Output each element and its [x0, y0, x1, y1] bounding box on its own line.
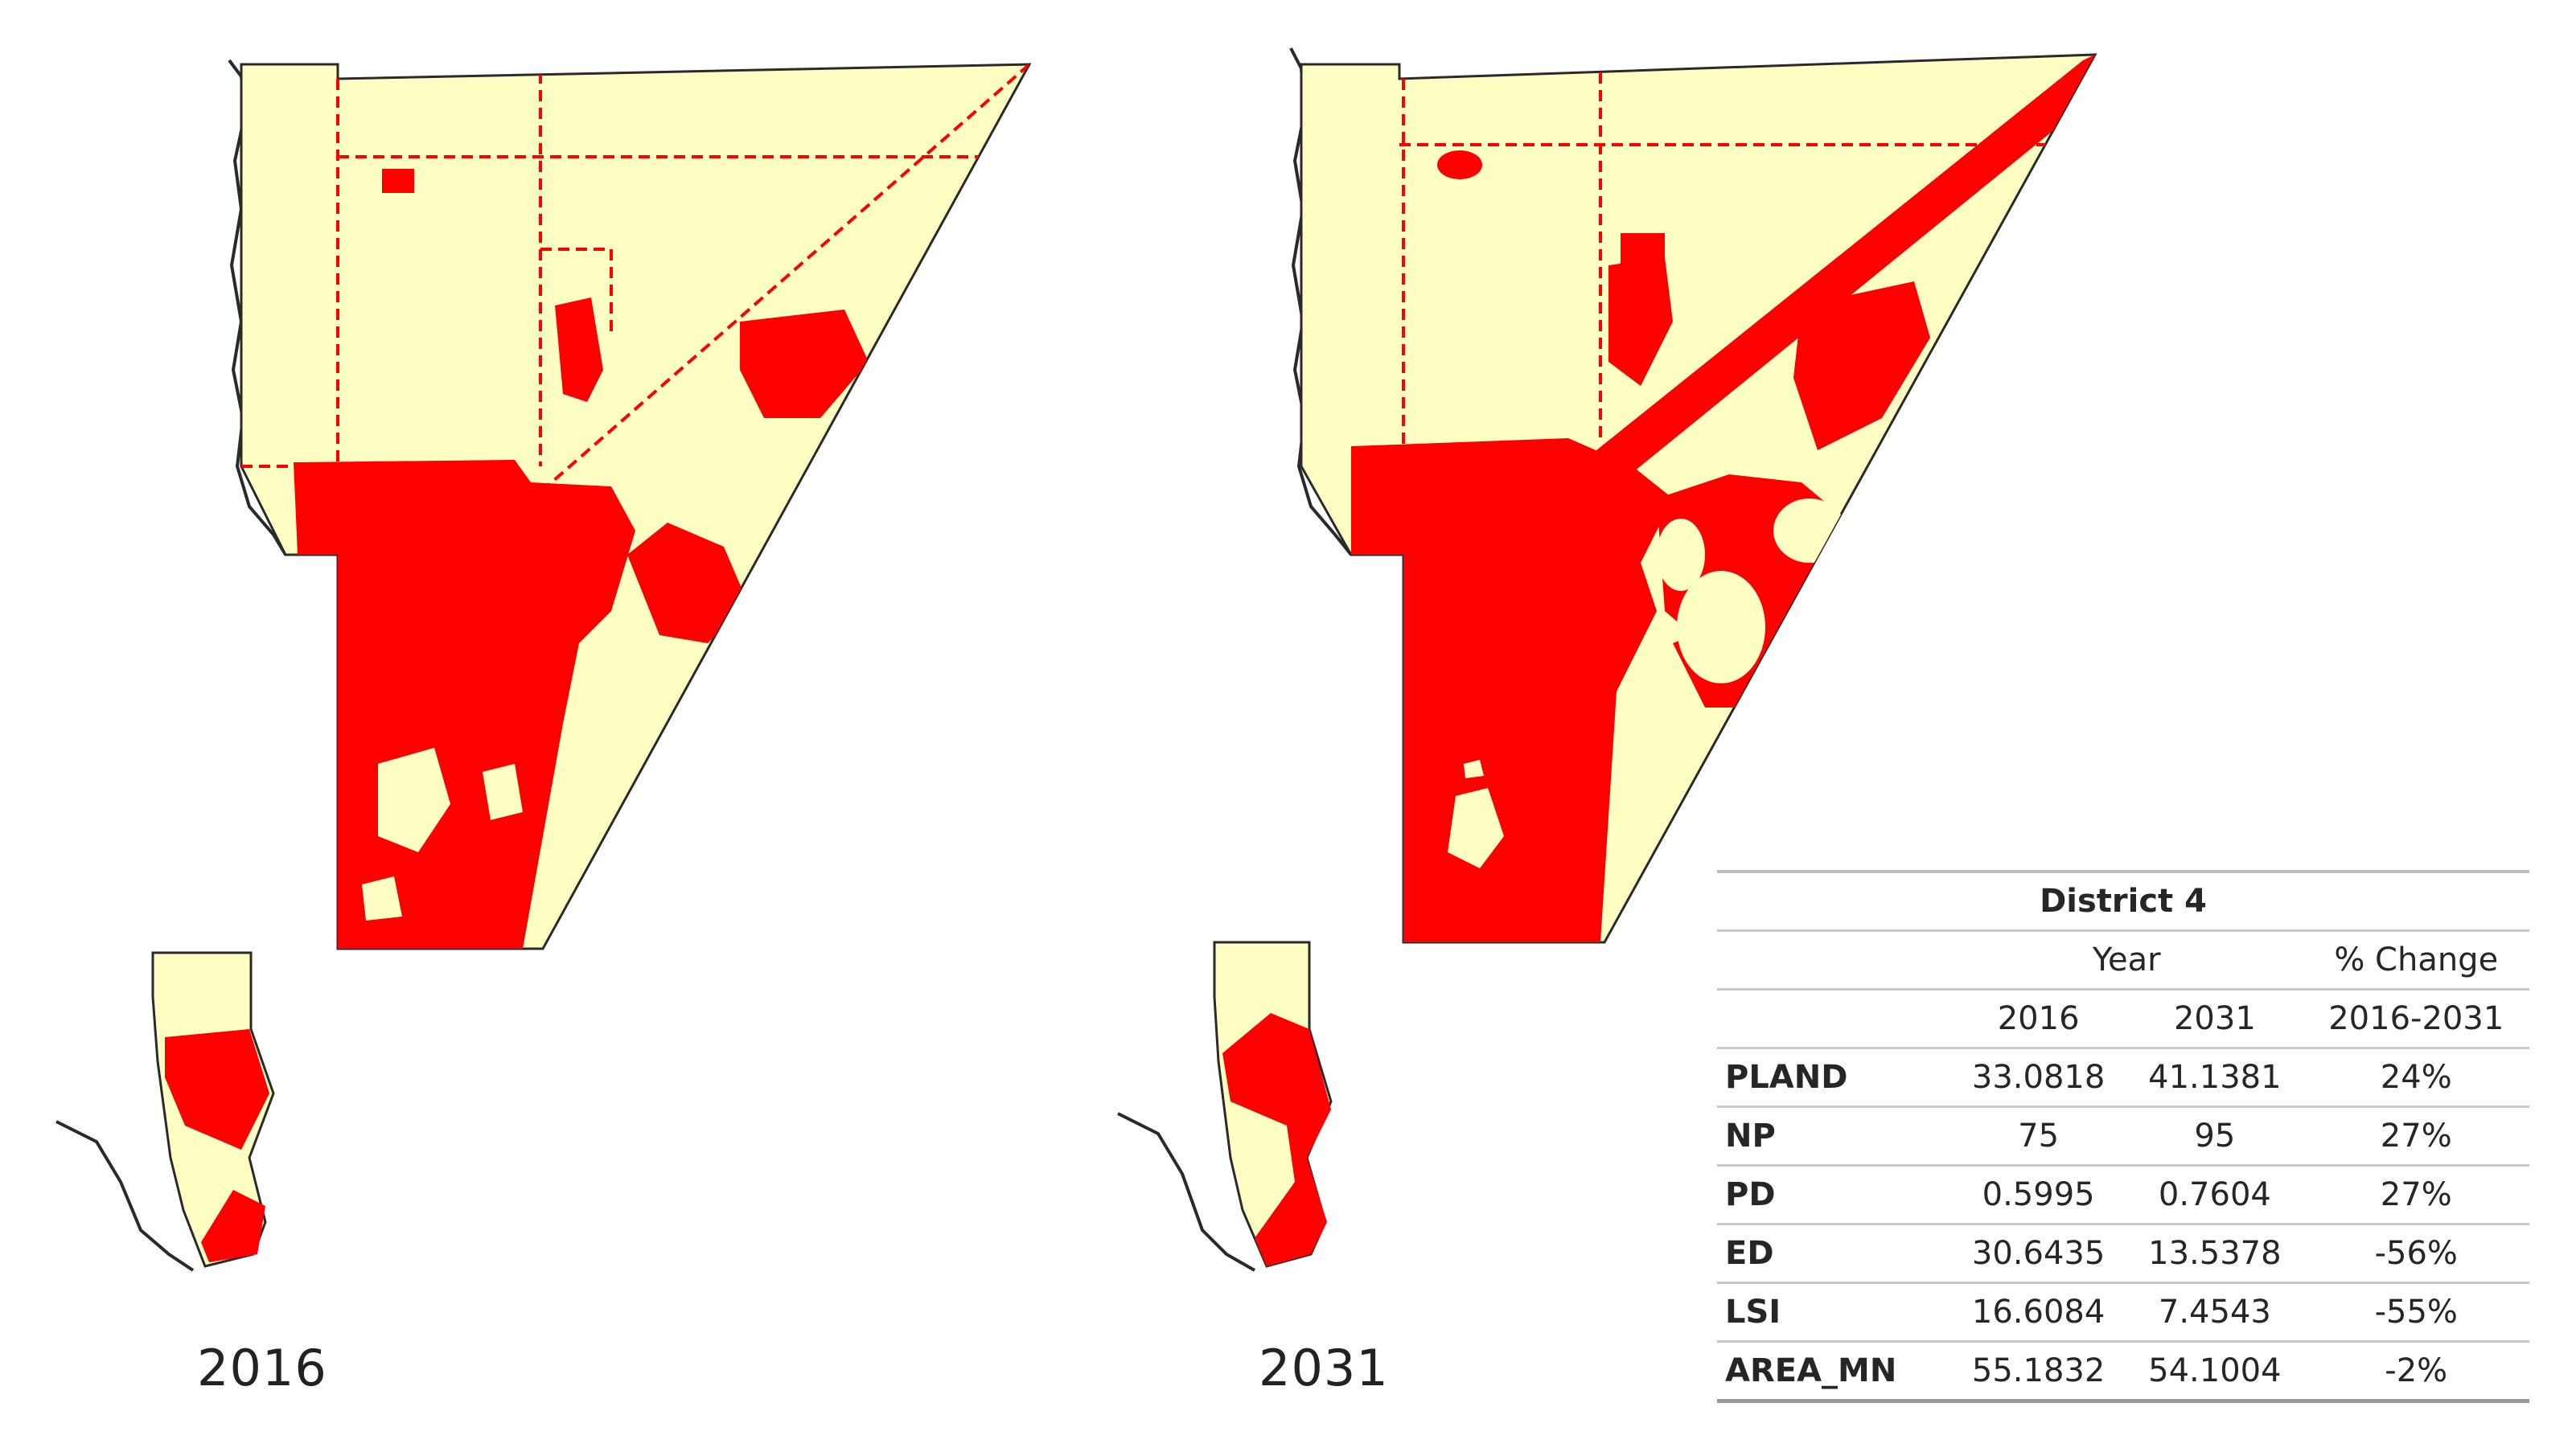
- metric-2016-value: 75: [1950, 1106, 2127, 1167]
- urban-patch-small-2016: [382, 169, 414, 193]
- urban-patch-north-2031: [1608, 257, 1673, 386]
- table-row: ED 30.6435 13.5378 -56%: [1717, 1224, 2529, 1284]
- map-2016: [55, 59, 1032, 1272]
- urban-corridor-2031: [1596, 55, 2095, 482]
- urban-holes-2031: [1448, 760, 1504, 868]
- header-2016: 2016: [1950, 989, 2127, 1049]
- metric-2031-value: 7.4543: [2126, 1282, 2303, 1343]
- map-2031: [1117, 47, 2097, 1272]
- table-header-row-1: Year % Change: [1717, 930, 2529, 991]
- metric-change-value: 27%: [2303, 1106, 2529, 1167]
- table-header-row-2: 2016 2031 2016-2031: [1717, 989, 2529, 1049]
- map-year-label-2031: 2031: [1259, 1339, 1389, 1397]
- header-empty-cell: [1717, 930, 1950, 991]
- map-year-label-2016: 2016: [197, 1339, 327, 1397]
- metric-2031-value: 13.5378: [2126, 1224, 2303, 1284]
- nonurban-island-2031-a: [1677, 571, 1765, 683]
- southwest-coast-2031: [1117, 1112, 1255, 1272]
- urban-patch-north-2016: [555, 297, 603, 402]
- metric-2016-value: 33.0818: [1950, 1048, 2127, 1108]
- urban-patch-east-2031: [1793, 281, 1930, 450]
- header-range: 2016-2031: [2303, 989, 2529, 1049]
- table-row: NP 75 95 27%: [1717, 1106, 2529, 1167]
- urban-patch-east-2016: [627, 523, 748, 643]
- metric-2016-value: 16.6084: [1950, 1282, 2127, 1343]
- metric-name: LSI: [1717, 1282, 1950, 1343]
- landscape-metrics-table: District 4 Year % Change 2016 2031 2016-…: [1717, 870, 2529, 1403]
- south-urban-2016: [165, 1029, 269, 1262]
- nonurban-island-2031-b: [1773, 498, 1846, 563]
- south-urban-2031: [1222, 1013, 1331, 1266]
- table-row: LSI 16.6084 7.4543 -55%: [1717, 1282, 2529, 1343]
- metric-name: ED: [1717, 1224, 1950, 1284]
- metric-change-value: -2%: [2303, 1341, 2529, 1403]
- urban-patch-northeast-2016: [740, 310, 869, 418]
- metric-2031-value: 54.1004: [2126, 1341, 2303, 1403]
- header-change: % Change: [2303, 930, 2529, 991]
- metric-name: NP: [1717, 1106, 1950, 1167]
- metric-change-value: -56%: [2303, 1224, 2529, 1284]
- metric-2016-value: 55.1832: [1950, 1341, 2127, 1403]
- metric-2031-value: 41.1381: [2126, 1048, 2303, 1108]
- table-title-row: District 4: [1717, 870, 2529, 932]
- metric-change-value: 27%: [2303, 1165, 2529, 1225]
- metric-change-value: 24%: [2303, 1048, 2529, 1108]
- urban-holes-2016: [362, 748, 523, 921]
- nonurban-island-2031-c: [1657, 519, 1705, 591]
- urban-core-2031: [1351, 438, 1673, 942]
- metric-name: PLAND: [1717, 1048, 1950, 1108]
- urban-patch-small-2031: [1437, 150, 1482, 179]
- urban-patch-square-2031: [1621, 233, 1665, 265]
- metric-2016-value: 0.5995: [1950, 1165, 2127, 1225]
- metric-2031-value: 95: [2126, 1106, 2303, 1167]
- table-title: District 4: [1717, 870, 2529, 932]
- metric-2016-value: 30.6435: [1950, 1224, 2127, 1284]
- metric-2031-value: 0.7604: [2126, 1165, 2303, 1225]
- header-empty-cell: [1717, 989, 1950, 1049]
- table-row: PD 0.5995 0.7604 27%: [1717, 1165, 2529, 1225]
- southwest-coast-2016: [55, 1120, 195, 1272]
- table-row: AREA_MN 55.1832 54.1004 -2%: [1717, 1341, 2529, 1403]
- table-row: PLAND 33.0818 41.1381 24%: [1717, 1048, 2529, 1108]
- header-2031: 2031: [2126, 989, 2303, 1049]
- header-year: Year: [1950, 930, 2303, 991]
- metric-name: PD: [1717, 1165, 1950, 1225]
- metric-change-value: -55%: [2303, 1282, 2529, 1343]
- metric-name: AREA_MN: [1717, 1341, 1950, 1403]
